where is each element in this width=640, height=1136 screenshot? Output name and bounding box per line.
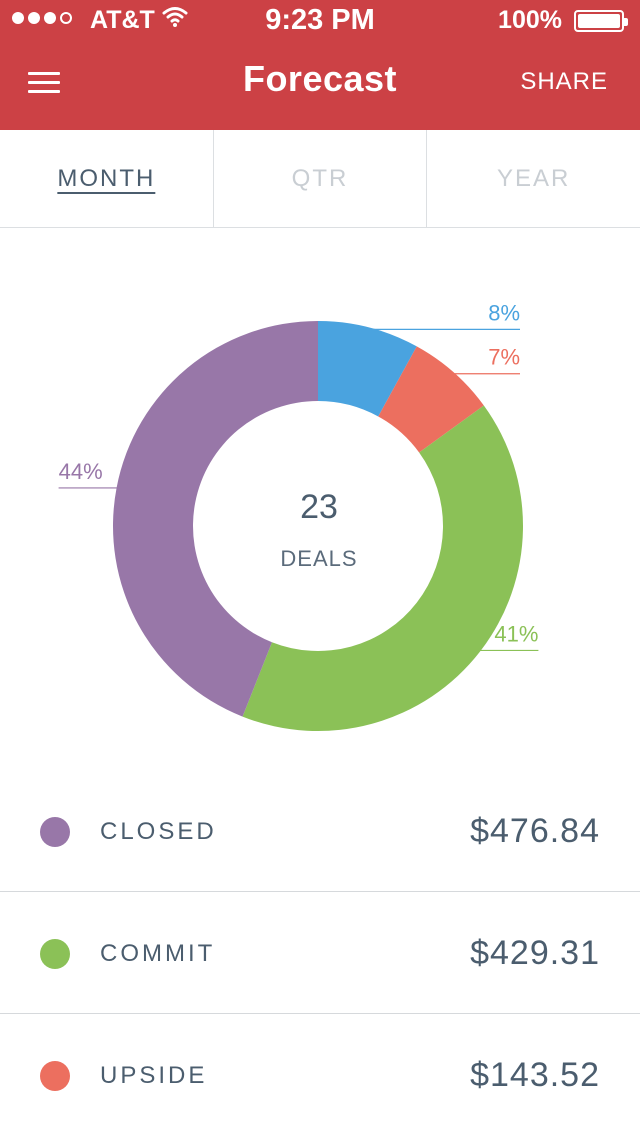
commit-color-dot <box>40 939 70 969</box>
donut-slice <box>112 321 318 717</box>
forecast-legend: CLOSED $476.84 COMMIT $429.31 UPSIDE $14… <box>0 770 640 1136</box>
tab-qtr[interactable]: QTR <box>214 130 428 227</box>
legend-row-upside[interactable]: UPSIDE $143.52 <box>0 1014 640 1136</box>
slice-percent-label: 44% <box>59 459 103 484</box>
period-tabs: MONTH QTR YEAR <box>0 130 640 228</box>
center-deal-label: DEALS <box>280 546 357 571</box>
donut-slice <box>242 405 523 731</box>
carrier-name: AT&T <box>90 6 155 34</box>
legend-row-commit[interactable]: COMMIT $429.31 <box>0 892 640 1014</box>
tab-month[interactable]: MONTH <box>0 130 214 227</box>
hamburger-menu-icon[interactable] <box>28 70 60 96</box>
battery-percentage: 100% <box>498 6 562 34</box>
legend-label: UPSIDE <box>100 1062 208 1089</box>
closed-color-dot <box>40 817 70 847</box>
legend-value: $476.84 <box>470 812 600 850</box>
legend-label: CLOSED <box>100 818 217 845</box>
status-time: 9:23 PM <box>265 4 375 36</box>
center-deal-count: 23 <box>300 488 338 526</box>
battery-icon <box>574 10 628 32</box>
slice-percent-label: 41% <box>494 621 538 646</box>
wifi-icon <box>162 7 188 27</box>
status-bar: AT&T 9:23 PM 100% <box>0 0 640 42</box>
upside-color-dot <box>40 1061 70 1091</box>
donut-slice <box>378 346 484 453</box>
legend-label: COMMIT <box>100 940 216 967</box>
legend-row-closed[interactable]: CLOSED $476.84 <box>0 770 640 892</box>
slice-percent-label: 8% <box>488 300 520 325</box>
donut-slice <box>318 321 417 417</box>
share-button[interactable]: SHARE <box>520 68 608 95</box>
slice-percent-label: 7% <box>488 345 520 370</box>
tab-year[interactable]: YEAR <box>497 164 571 192</box>
signal-strength-icon <box>12 12 72 24</box>
forecast-donut-chart: 8% 7% 41% 44% 23 DEALS <box>59 300 538 731</box>
legend-value: $429.31 <box>470 934 600 972</box>
app-header: AT&T 9:23 PM 100% Forecast SHARE <box>0 0 640 130</box>
legend-value: $143.52 <box>470 1056 600 1094</box>
